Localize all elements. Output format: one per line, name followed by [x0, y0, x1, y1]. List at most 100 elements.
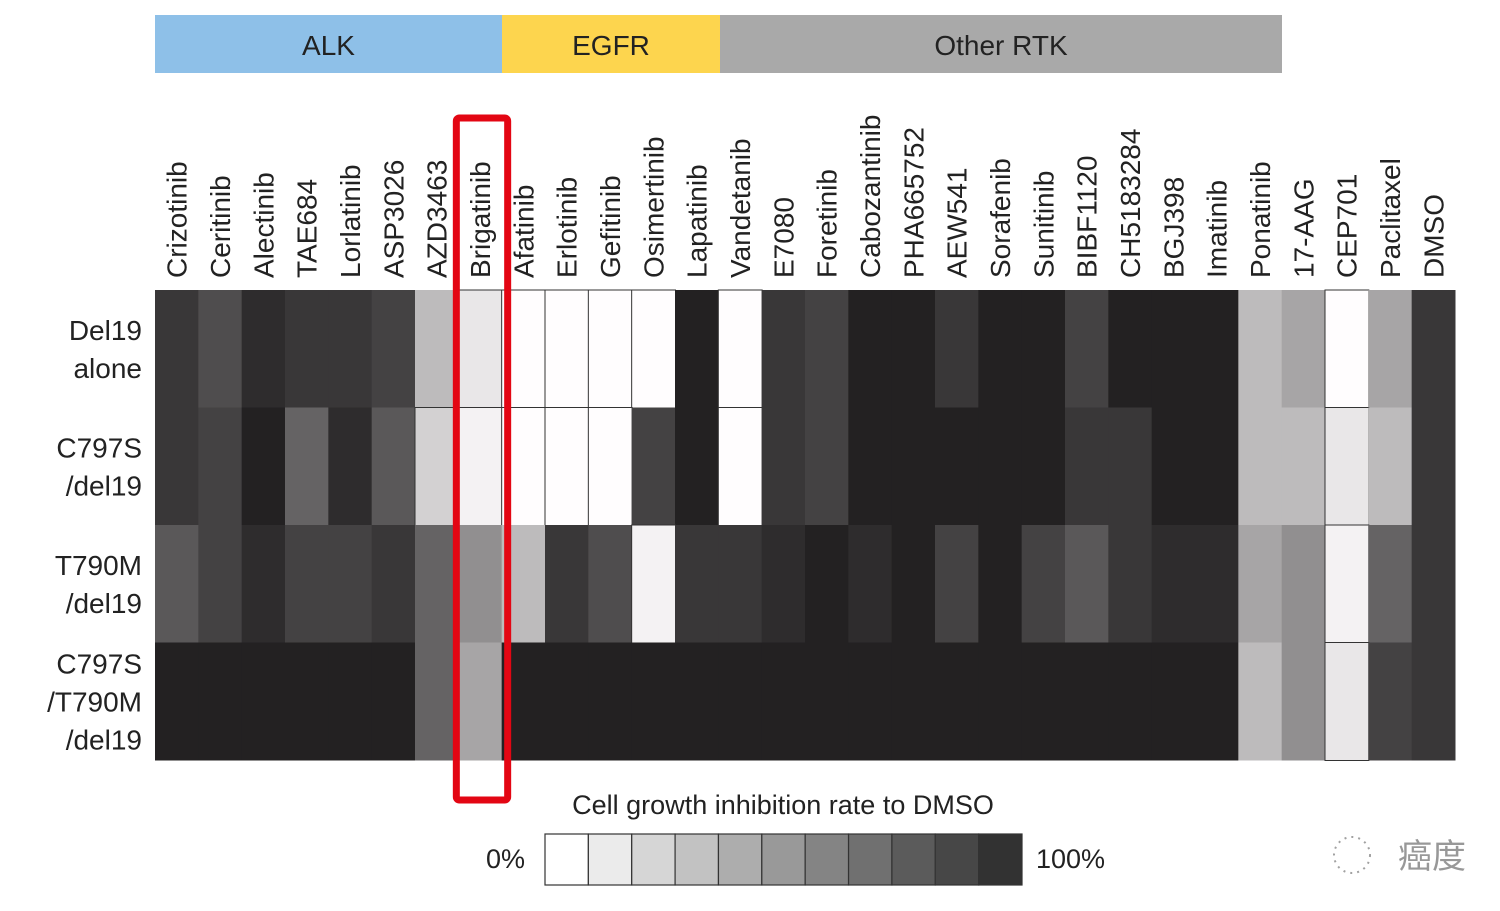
heatmap-cell: [241, 642, 286, 761]
heatmap-cell: [328, 642, 373, 761]
heatmap-cell: [1238, 642, 1283, 761]
legend-max-label: 100%: [1036, 844, 1105, 874]
legend-swatch: [544, 833, 589, 886]
group-label: EGFR: [572, 30, 650, 61]
heatmap-cell: [761, 407, 806, 526]
heatmap-cell: [371, 290, 416, 408]
legend-swatch: [847, 833, 893, 886]
column-label: Imatinib: [1202, 180, 1233, 278]
heatmap-cell: [241, 290, 286, 408]
heatmap-cell: [631, 289, 677, 409]
heatmap-cell: [285, 525, 329, 643]
heatmap-cell: [805, 290, 849, 408]
row-label: /del19: [66, 588, 142, 619]
heatmap-cell: [1065, 407, 1109, 526]
heatmap-cell: [587, 407, 633, 526]
watermark-icon: [1333, 836, 1371, 874]
column-label: Gefitinib: [595, 175, 626, 278]
heatmap-cell: [1324, 407, 1370, 526]
heatmap-cell: [198, 407, 243, 526]
heatmap-cell: [717, 407, 763, 526]
column-label: CEP701: [1332, 174, 1363, 278]
group-bar: ALK EGFR Other RTK: [155, 15, 1282, 73]
heatmap-cell: [1238, 407, 1283, 526]
heatmap-cell: [675, 407, 719, 526]
column-labels: Crizotinib Ceritinib Alectinib TAE684 Lorlat…: [162, 115, 1450, 278]
column-label: Crizotinib: [162, 161, 193, 278]
heatmap-cell: [631, 642, 676, 761]
heatmap-cell: [1281, 642, 1326, 761]
column-label: DMSO: [1418, 194, 1449, 278]
heatmap-cell: [1281, 525, 1326, 643]
heatmap-cell: [891, 525, 936, 643]
heatmap-cell: [935, 642, 979, 761]
heatmap-cell: [1195, 290, 1239, 408]
heatmap-cell: [891, 407, 936, 526]
heatmap-cell: [328, 290, 373, 408]
heatmap-cell: [1411, 290, 1456, 408]
column-label: Vandetanib: [725, 138, 756, 278]
highlight-box: [452, 114, 512, 804]
row-label: /T790M: [47, 686, 142, 717]
heatmap-cell: [1021, 407, 1066, 526]
heatmap-cell: [1411, 407, 1456, 526]
heatmap-cell: [761, 642, 806, 761]
legend-swatch: [978, 833, 1023, 886]
legend-scale: [544, 833, 1023, 886]
group-alk: [155, 15, 502, 73]
heatmap-cell: [1238, 525, 1283, 643]
group-other-rtk: [720, 15, 1282, 73]
heatmap-cell: [1151, 407, 1196, 526]
heatmap-cell: [458, 525, 503, 643]
watermark-logo: 癌度: [1333, 836, 1466, 877]
row-label: Del19: [69, 315, 142, 346]
heatmap-cell: [1368, 407, 1413, 526]
heatmap-cell: [848, 290, 893, 408]
heatmap-cell: [285, 407, 329, 526]
heatmap-cell: [805, 407, 849, 526]
group-label: ALK: [302, 30, 355, 61]
column-label: Osimertinib: [638, 136, 669, 278]
column-label: Brigatinib: [465, 161, 496, 278]
heatmap-cell: [1368, 290, 1413, 408]
heatmap-cell: [371, 525, 416, 643]
heatmap-cells: [155, 289, 1456, 761]
heatmap-cell: [1108, 407, 1153, 526]
column-label: Ponatinib: [1245, 161, 1276, 278]
heatmap-cell: [1368, 525, 1413, 643]
heatmap-cell: [1021, 642, 1066, 761]
heatmap-cell: [935, 525, 979, 643]
heatmap-cell: [1368, 642, 1413, 761]
group-label: Other RTK: [934, 30, 1068, 61]
row-label: /del19: [66, 470, 142, 501]
column-label: 17-AAG: [1288, 178, 1319, 278]
column-label: Sorafenib: [985, 158, 1016, 278]
column-label: Alectinib: [248, 172, 279, 278]
heatmap-cell: [631, 524, 677, 644]
heatmap-cell: [978, 290, 1023, 408]
legend-min-label: 0%: [486, 844, 525, 874]
heatmap-cell: [1195, 407, 1239, 526]
heatmap-cell: [155, 407, 199, 526]
row-label: alone: [73, 353, 142, 384]
heatmap-cell: [1195, 642, 1239, 761]
heatmap-cell: [1281, 290, 1326, 408]
heatmap-cell: [198, 525, 243, 643]
heatmap-cell: [285, 290, 329, 408]
heatmap-cell: [718, 525, 763, 643]
heatmap-cell: [1281, 407, 1326, 526]
heatmap-cell: [458, 642, 503, 761]
heatmap-cell: [805, 642, 849, 761]
row-labels: Del19 alone C797S/del19 T790M/del19 C797S/T7…: [47, 315, 142, 756]
legend-title: Cell growth inhibition rate to DMSO: [572, 790, 994, 820]
column-label: AZD3463: [422, 160, 453, 278]
heatmap-cell: [545, 642, 589, 761]
heatmap-cell: [544, 407, 590, 526]
heatmap-cell: [1065, 290, 1109, 408]
heatmap-cell: [588, 642, 633, 761]
legend-swatch: [761, 833, 806, 886]
heatmap-cell: [717, 289, 763, 409]
column-label: E7080: [768, 197, 799, 278]
heatmap-cell: [457, 407, 503, 526]
legend-swatch: [631, 833, 676, 886]
